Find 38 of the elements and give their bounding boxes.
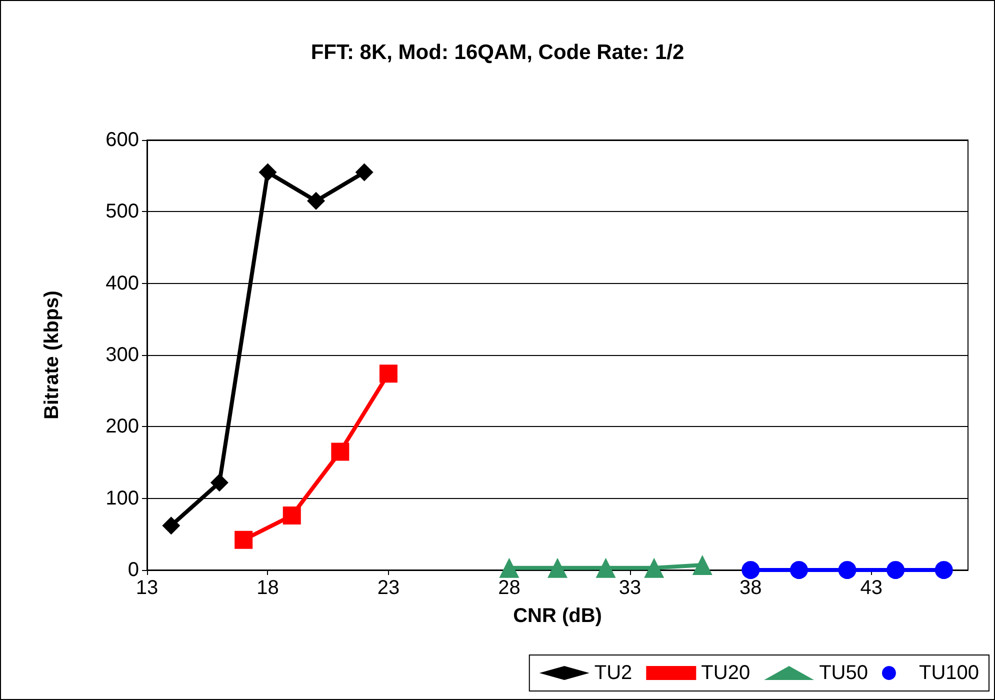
x-axis-title: CNR (dB) bbox=[513, 605, 602, 627]
y-tick-label: 200 bbox=[106, 416, 139, 438]
point bbox=[307, 192, 326, 210]
point bbox=[234, 530, 253, 549]
legend-label: TU100 bbox=[918, 662, 979, 684]
x-tick-label: 18 bbox=[256, 577, 279, 599]
x-tick-label: 43 bbox=[860, 577, 883, 599]
legend-label: TU50 bbox=[819, 662, 868, 684]
x-tick-label: 28 bbox=[498, 577, 520, 599]
y-tick-label: 400 bbox=[106, 272, 139, 294]
point bbox=[258, 163, 277, 182]
point bbox=[282, 506, 301, 525]
y-axis-title: Bitrate (kbps) bbox=[41, 290, 63, 420]
point bbox=[934, 561, 953, 579]
chart-title: FFT: 8K, Mod: 16QAM, Code Rate: 1/2 bbox=[310, 41, 684, 64]
point bbox=[331, 442, 350, 461]
legend-label: TU2 bbox=[594, 662, 632, 684]
x-tick-label: 33 bbox=[618, 577, 642, 599]
y-tick-label: 100 bbox=[106, 487, 139, 510]
point bbox=[790, 561, 808, 579]
point bbox=[355, 163, 374, 182]
point bbox=[742, 561, 760, 579]
point bbox=[379, 364, 398, 383]
point bbox=[499, 558, 520, 578]
point bbox=[838, 561, 856, 579]
point bbox=[548, 558, 568, 578]
y-tick-label: 600 bbox=[106, 129, 139, 151]
point bbox=[596, 558, 616, 578]
x-tick-label: 23 bbox=[377, 577, 400, 599]
legend-label: TU20 bbox=[701, 662, 750, 684]
y-tick-label: 300 bbox=[106, 344, 139, 366]
point bbox=[210, 474, 228, 492]
y-tick-label: 500 bbox=[106, 200, 139, 223]
point bbox=[162, 516, 180, 535]
point bbox=[886, 561, 905, 579]
point bbox=[692, 554, 712, 575]
x-tick-label: 38 bbox=[740, 577, 762, 599]
point bbox=[644, 558, 664, 578]
